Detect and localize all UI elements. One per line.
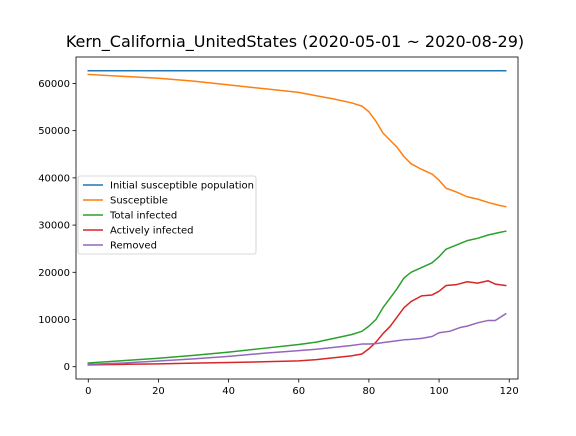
legend: Initial susceptible population Susceptibl…	[77, 175, 257, 255]
series-line-2	[87, 230, 507, 364]
series-layer	[87, 69, 507, 366]
chart-title: Kern_California_UnitedStates (2020-05-01…	[66, 32, 524, 52]
y-tick-label: 40000	[38, 173, 70, 184]
legend-label-0: Initial susceptible population	[110, 181, 254, 192]
legend-label-2: Total infected	[109, 211, 177, 222]
y-tick-label: 20000	[38, 268, 70, 279]
x-tick-label: 80	[363, 386, 376, 397]
y-tick-label: 0	[64, 362, 70, 373]
legend-label-1: Susceptible	[110, 196, 168, 207]
axes-frame	[75, 56, 519, 380]
legend-label-4: Removed	[110, 241, 157, 252]
y-tick-label: 30000	[38, 221, 70, 232]
x-tick-label: 40	[222, 386, 235, 397]
series-line-4	[87, 312, 507, 366]
y-tick-label: 60000	[38, 79, 70, 90]
x-tick-label: 100	[430, 386, 449, 397]
y-tick-label: 50000	[38, 126, 70, 137]
legend-box	[77, 175, 257, 255]
series-line-3	[87, 280, 507, 366]
x-tick-label: 0	[85, 386, 91, 397]
legend-label-3: Actively infected	[110, 226, 194, 237]
y-tick-label: 10000	[38, 315, 70, 326]
x-tick-label: 60	[292, 386, 305, 397]
series-line-1	[87, 73, 507, 208]
x-tick-label: 120	[500, 386, 519, 397]
axes-layer: 0 20 40 60 80 100 120 0 10000 20000 30000 40000 5000…	[38, 56, 519, 397]
x-tick-label: 20	[152, 386, 165, 397]
